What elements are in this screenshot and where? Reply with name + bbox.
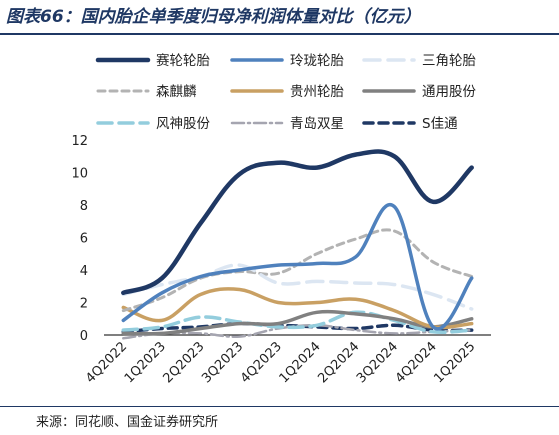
y-tick-label: 6 (80, 232, 88, 247)
series-line-7 (121, 310, 474, 335)
y-tick-label: 2 (80, 297, 88, 312)
plot-area (121, 149, 474, 340)
x-tick-label: 4Q2022 (83, 339, 130, 386)
x-tick-label: 4Q2023 (238, 339, 285, 386)
title-divider (0, 33, 559, 35)
y-tick-label: 8 (80, 199, 88, 214)
y-tick-label: 0 (80, 329, 88, 344)
legend-label: 风神股份 (156, 116, 210, 132)
legend-label: 青岛双星 (290, 116, 344, 132)
legend-label: 玲珑轮胎 (290, 53, 344, 69)
series-line-1 (121, 149, 474, 296)
source-note: 来源：同花顺、国金证券研究所 (36, 415, 219, 430)
series-line-3 (121, 263, 474, 311)
x-axis: 4Q20221Q20232Q20233Q20234Q20231Q20242Q20… (83, 334, 491, 386)
series-line-6 (121, 309, 474, 336)
x-tick-label: 4Q2024 (393, 339, 440, 386)
series-line-2 (121, 202, 474, 331)
chart-title: 图表66：国内胎企单季度归母净利润体量对比（亿元） (6, 7, 421, 27)
x-tick-label: 2Q2024 (315, 339, 362, 386)
x-tick-label: 2Q2023 (160, 339, 207, 386)
x-tick-label: 1Q2023 (122, 339, 169, 386)
x-tick-label: 3Q2023 (199, 339, 246, 386)
legend-label: S佳通 (422, 116, 458, 132)
y-tick-label: 10 (71, 167, 88, 182)
source-divider (0, 406, 559, 407)
y-tick-label: 12 (71, 134, 88, 149)
y-axis: 0 2 4 6 8 10 12 (71, 134, 88, 344)
series-line-5 (121, 287, 474, 330)
legend-label: 赛轮轮胎 (156, 53, 210, 69)
y-tick-label: 4 (80, 264, 88, 279)
x-tick-label: 1Q2025 (431, 339, 478, 386)
x-tick-label: 3Q2024 (354, 339, 401, 386)
legend-label: 贵州轮胎 (290, 84, 344, 100)
x-tick-label: 1Q2024 (277, 339, 324, 386)
legend-label: 三角轮胎 (422, 53, 476, 69)
legend-label: 森麒麟 (156, 84, 197, 100)
legend-label: 通用股份 (422, 84, 476, 100)
series-line-4 (121, 228, 474, 313)
